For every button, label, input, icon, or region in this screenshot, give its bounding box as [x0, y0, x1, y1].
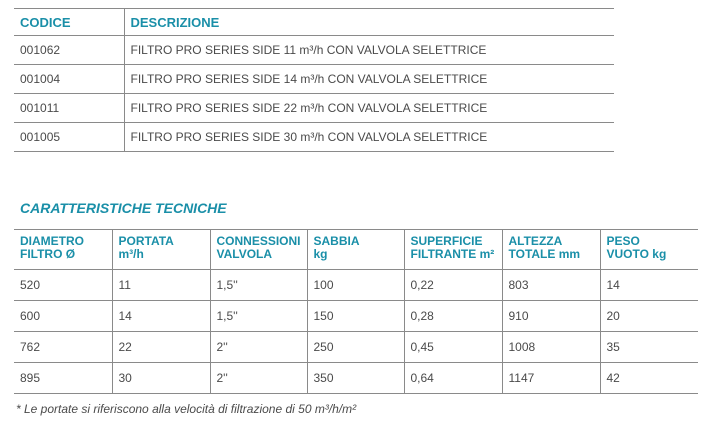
- product-code: 001062: [14, 35, 125, 65]
- cell-altezza: 1147: [502, 362, 601, 394]
- header-descrizione: DESCRIZIONE: [124, 8, 614, 36]
- cell-superficie: 0,64: [404, 362, 503, 394]
- header-altezza: ALTEZZA TOTALE mm: [502, 229, 601, 270]
- cell-peso: 35: [600, 331, 698, 363]
- product-code: 001011: [14, 93, 125, 123]
- table-row: 600 14 1,5'' 150 0,28 910 20: [14, 300, 698, 332]
- cell-sabbia: 250: [307, 331, 405, 363]
- cell-portata: 22: [112, 331, 211, 363]
- product-description: FILTRO PRO SERIES SIDE 11 m³/h CON VALVO…: [124, 35, 614, 65]
- cell-portata: 14: [112, 300, 211, 332]
- cell-diametro: 895: [14, 362, 113, 394]
- cell-connessioni: 1,5'': [210, 269, 308, 301]
- specs-title: CARATTERISTICHE TECNICHE: [20, 200, 227, 216]
- product-description: FILTRO PRO SERIES SIDE 14 m³/h CON VALVO…: [124, 64, 614, 94]
- cell-altezza: 1008: [502, 331, 601, 363]
- cell-portata: 11: [112, 269, 211, 301]
- specs-table: DIAMETRO FILTRO Ø PORTATA m³/h CONNESSIONI…: [14, 229, 698, 394]
- cell-connessioni: 1,5'': [210, 300, 308, 332]
- product-code: 001005: [14, 122, 125, 152]
- product-code: 001004: [14, 64, 125, 94]
- cell-diametro: 520: [14, 269, 113, 301]
- cell-superficie: 0,45: [404, 331, 503, 363]
- cell-altezza: 910: [502, 300, 601, 332]
- header-connessioni: CONNESSIONI VALVOLA: [210, 229, 308, 270]
- products-table-header-row: CODICE DESCRIZIONE: [14, 8, 614, 36]
- header-sabbia: SABBIA kg: [307, 229, 405, 270]
- table-row: 001005 FILTRO PRO SERIES SIDE 30 m³/h CO…: [14, 122, 614, 152]
- header-superficie: SUPERFICIE FILTRANTE m²: [404, 229, 503, 270]
- cell-diametro: 762: [14, 331, 113, 363]
- cell-superficie: 0,22: [404, 269, 503, 301]
- table-row: 001011 FILTRO PRO SERIES SIDE 22 m³/h CO…: [14, 93, 614, 123]
- cell-peso: 42: [600, 362, 698, 394]
- table-row: 001004 FILTRO PRO SERIES SIDE 14 m³/h CO…: [14, 64, 614, 94]
- cell-sabbia: 150: [307, 300, 405, 332]
- table-row: 520 11 1,5'' 100 0,22 803 14: [14, 269, 698, 301]
- header-diametro: DIAMETRO FILTRO Ø: [14, 229, 113, 270]
- cell-altezza: 803: [502, 269, 601, 301]
- cell-superficie: 0,28: [404, 300, 503, 332]
- header-codice: CODICE: [14, 8, 125, 36]
- cell-portata: 30: [112, 362, 211, 394]
- table-row: 001062 FILTRO PRO SERIES SIDE 11 m³/h CO…: [14, 35, 614, 65]
- cell-sabbia: 350: [307, 362, 405, 394]
- products-table: CODICE DESCRIZIONE 001062 FILTRO PRO SER…: [14, 8, 614, 152]
- cell-peso: 14: [600, 269, 698, 301]
- specs-table-header-row: DIAMETRO FILTRO Ø PORTATA m³/h CONNESSIONI…: [14, 229, 698, 270]
- cell-sabbia: 100: [307, 269, 405, 301]
- cell-peso: 20: [600, 300, 698, 332]
- header-peso: PESO VUOTO kg: [600, 229, 698, 270]
- product-description: FILTRO PRO SERIES SIDE 22 m³/h CON VALVO…: [124, 93, 614, 123]
- table-row: 762 22 2'' 250 0,45 1008 35: [14, 331, 698, 363]
- header-portata: PORTATA m³/h: [112, 229, 211, 270]
- cell-connessioni: 2'': [210, 331, 308, 363]
- table-row: 895 30 2'' 350 0,64 1147 42: [14, 362, 698, 394]
- cell-diametro: 600: [14, 300, 113, 332]
- footnote: * Le portate si riferiscono alla velocit…: [16, 402, 357, 416]
- cell-connessioni: 2'': [210, 362, 308, 394]
- product-description: FILTRO PRO SERIES SIDE 30 m³/h CON VALVO…: [124, 122, 614, 152]
